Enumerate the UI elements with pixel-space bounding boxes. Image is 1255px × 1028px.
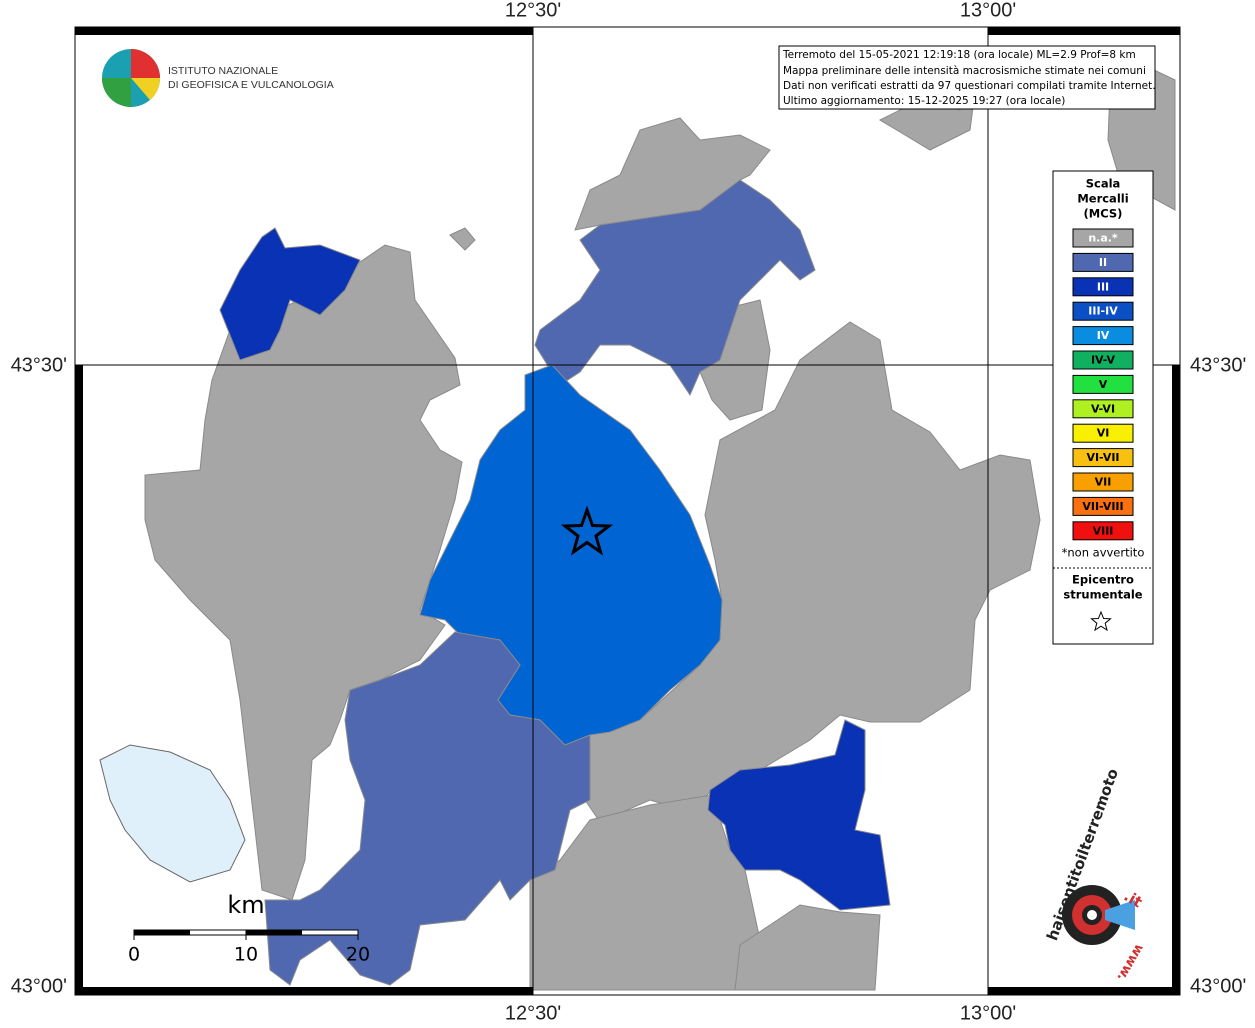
scale-bar: km 0 10 20: [128, 891, 370, 966]
coord-label: 12°30': [505, 1002, 561, 1024]
legend-epicenter: strumentale: [1063, 588, 1142, 602]
legend-title: (MCS): [1084, 207, 1123, 221]
legend-swatch: [1072, 399, 1134, 419]
scale-unit: km: [227, 891, 264, 919]
legend-label: III: [1097, 280, 1109, 293]
legend-swatch: [1072, 374, 1134, 394]
site-logo: haisentitoilterremoto .it www.: [1043, 766, 1146, 983]
epicenter: [560, 505, 614, 556]
legend-label: VI: [1097, 427, 1110, 440]
coord-label: 13°00': [960, 1002, 1016, 1024]
legend-swatch: [1072, 448, 1134, 468]
legend-label: VII-VIII: [1082, 500, 1123, 513]
coord-label: 13°00': [960, 0, 1016, 21]
legend-label: V: [1099, 378, 1108, 391]
legend-swatch: [1072, 472, 1134, 492]
legend-label: IV: [1097, 329, 1110, 342]
legend-swatch: [1072, 423, 1134, 443]
legend-label: IV-V: [1091, 354, 1116, 367]
legend-label: V-VI: [1091, 402, 1115, 415]
coord-label: 43°00': [11, 975, 67, 997]
legend-swatch: [1072, 496, 1134, 516]
legend-swatch: [1072, 252, 1134, 272]
info-box: Terremoto del 15-05-2021 12:19:18 (ora l…: [778, 45, 1156, 110]
ingv-logo: ISTITUTO NAZIONALE DI GEOFISICA E VULCAN…: [102, 49, 334, 107]
legend-label: VII: [1095, 476, 1112, 489]
legend-swatch: [1072, 326, 1134, 346]
legend-epicenter: Epicentro: [1072, 573, 1134, 587]
coord-label: 43°30': [11, 354, 67, 376]
legend-label: n.a.*: [1088, 232, 1118, 245]
info-line: Terremoto del 15-05-2021 12:19:18 (ora l…: [782, 49, 1136, 61]
coord-label: 12°30': [505, 0, 561, 21]
legend-swatch: [1072, 228, 1134, 248]
logo-text: ISTITUTO NAZIONALE: [168, 65, 278, 77]
graticule: [75, 27, 1180, 995]
legend-swatch: [1072, 277, 1134, 297]
coord-label: 43°30': [1190, 354, 1246, 376]
legend-title: Scala: [1086, 177, 1121, 191]
scale-label: 0: [128, 944, 140, 966]
legend: Scala Mercalli (MCS) *non avvertito Epic…: [1052, 170, 1154, 645]
info-line: Mappa preliminare delle intensità macros…: [783, 65, 1146, 77]
legend-title: Mercalli: [1077, 192, 1128, 206]
scale-label: 10: [234, 944, 258, 966]
legend-label: III-IV: [1088, 305, 1118, 318]
legend-swatch: [1072, 350, 1134, 370]
legend-label: VIII: [1093, 524, 1114, 537]
legend-label: VI-VII: [1086, 451, 1119, 464]
info-line: Ultimo aggiornamento: 15-12-2025 19:27 (…: [783, 95, 1065, 107]
map-regions: [99, 67, 1176, 991]
logo-text: DI GEOFISICA E VULCANOLOGIA: [168, 79, 334, 91]
map-frame: [74, 26, 1181, 996]
legend-swatch: [1072, 521, 1134, 541]
scale-label: 20: [346, 944, 370, 966]
site-logo-text: www.: [1113, 941, 1146, 983]
info-line: Dati non verificati estratti da 97 quest…: [783, 80, 1156, 92]
legend-note: *non avvertito: [1062, 546, 1145, 560]
coord-label: 43°00': [1190, 975, 1246, 997]
legend-swatch: [1072, 301, 1134, 321]
legend-label: II: [1099, 256, 1107, 269]
